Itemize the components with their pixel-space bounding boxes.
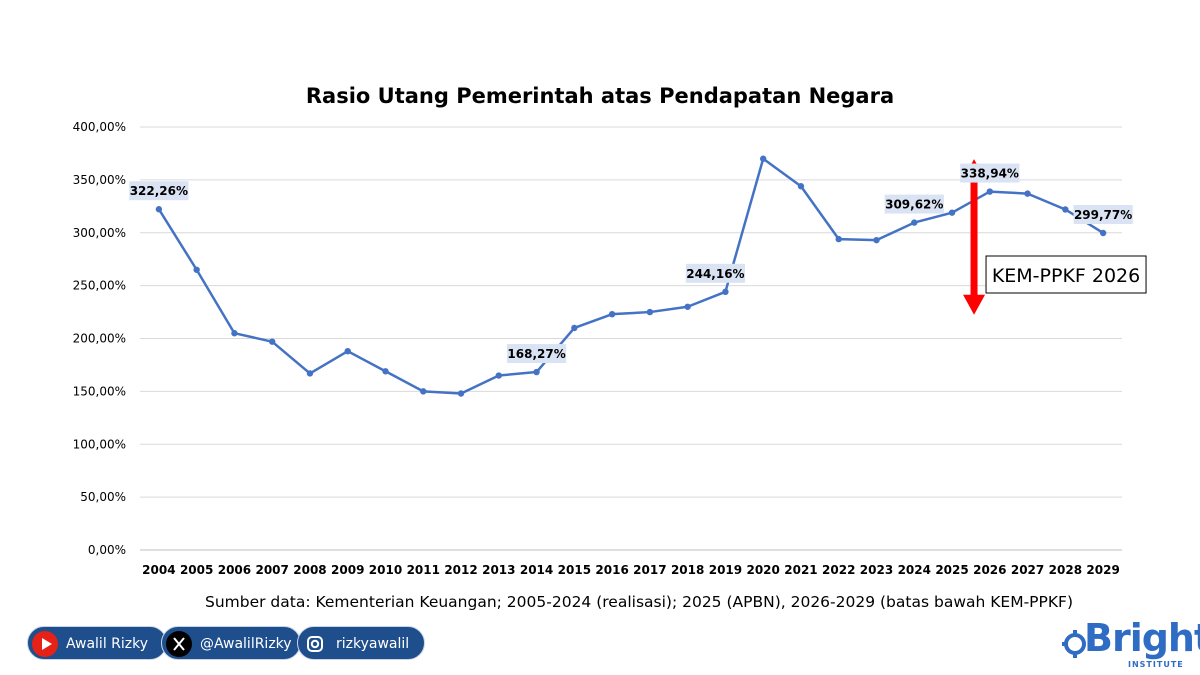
data-point bbox=[193, 266, 200, 273]
gear-icon bbox=[1062, 630, 1086, 658]
chart-title: Rasio Utang Pemerintah atas Pendapatan N… bbox=[305, 84, 895, 108]
data-label: 244,16% bbox=[686, 267, 744, 281]
x-tick-label: 2019 bbox=[709, 563, 742, 577]
annotation-label: KEM-PPKF 2026 bbox=[992, 265, 1140, 287]
x-tick-label: 2029 bbox=[1086, 563, 1119, 577]
y-tick-label: 300,00% bbox=[73, 226, 126, 240]
y-tick-label: 0,00% bbox=[88, 543, 126, 557]
data-point bbox=[344, 347, 351, 355]
data-point bbox=[948, 209, 956, 216]
data-point bbox=[495, 372, 503, 379]
data-point bbox=[382, 368, 389, 375]
x-tick-label: 2027 bbox=[1011, 563, 1044, 577]
data-point bbox=[1062, 206, 1069, 213]
x-link[interactable]: @AwalilRizky bbox=[161, 626, 301, 660]
data-point bbox=[155, 206, 163, 213]
x-tick-label: 2006 bbox=[218, 563, 251, 577]
data-point bbox=[797, 183, 805, 190]
data-point bbox=[457, 390, 465, 397]
data-point bbox=[835, 235, 842, 243]
data-point bbox=[268, 338, 276, 345]
annotation-box bbox=[985, 255, 1147, 294]
x-tick-label: 2025 bbox=[935, 563, 968, 577]
data-point bbox=[1099, 229, 1107, 237]
x-tick-label: 2007 bbox=[255, 563, 288, 577]
x-tick-label: 2020 bbox=[746, 563, 779, 577]
x-tick-label: 2023 bbox=[860, 563, 893, 577]
data-label: 338,94% bbox=[961, 167, 1019, 181]
x-tick-label: 2012 bbox=[444, 563, 477, 577]
x-tick-label: 2005 bbox=[180, 563, 213, 577]
x-tick-label: 2016 bbox=[595, 563, 628, 577]
x-tick-label: 2021 bbox=[784, 563, 817, 577]
x-tick-label: 2026 bbox=[973, 563, 1006, 577]
source-note: Sumber data: Kementerian Keuangan; 2005-… bbox=[205, 593, 1073, 611]
data-point bbox=[306, 370, 314, 377]
data-point bbox=[1024, 190, 1031, 197]
data-point bbox=[684, 303, 691, 310]
x-tick-label: 2008 bbox=[293, 563, 326, 577]
y-tick-label: 400,00% bbox=[73, 120, 126, 134]
x-tick-label: 2013 bbox=[482, 563, 515, 577]
y-tick-label: 50,00% bbox=[80, 490, 126, 504]
x-tick-label: 2011 bbox=[407, 563, 440, 577]
data-point bbox=[986, 188, 994, 195]
data-label-bg bbox=[129, 181, 189, 201]
data-label: 322,26% bbox=[130, 184, 188, 198]
x-tick-label: 2014 bbox=[520, 563, 553, 577]
x-tick-label: 2017 bbox=[633, 563, 666, 577]
x-tick-label: 2022 bbox=[822, 563, 855, 577]
annotation-arrow-head-down bbox=[963, 294, 986, 315]
data-point bbox=[911, 219, 918, 226]
data-point bbox=[231, 330, 238, 337]
y-tick-label: 200,00% bbox=[73, 332, 126, 346]
youtube-label: Awalil Rizky bbox=[66, 636, 149, 652]
data-label: 168,27% bbox=[507, 347, 565, 361]
bright-institute-logo: Bright INSTITUTE bbox=[1062, 616, 1200, 672]
data-point bbox=[608, 310, 616, 318]
data-label-bg bbox=[506, 344, 567, 364]
data-point bbox=[420, 388, 427, 395]
data-label-bg bbox=[884, 194, 944, 214]
series-line bbox=[157, 157, 1104, 395]
youtube-icon bbox=[32, 631, 58, 657]
data-point bbox=[571, 324, 578, 332]
y-tick-label: 350,00% bbox=[73, 173, 126, 187]
x-icon bbox=[166, 631, 192, 657]
y-tick-label: 250,00% bbox=[73, 279, 126, 293]
instagram-label: rizkyawalil bbox=[336, 636, 410, 652]
y-tick-label: 150,00% bbox=[73, 384, 126, 398]
x-tick-label: 2018 bbox=[671, 563, 704, 577]
instagram-link[interactable]: rizkyawalil bbox=[297, 626, 425, 660]
x-tick-label: 2004 bbox=[142, 563, 175, 577]
data-label: 299,77% bbox=[1074, 208, 1132, 222]
x-tick-label: 2015 bbox=[558, 563, 591, 577]
data-point bbox=[646, 308, 654, 316]
data-point bbox=[722, 288, 729, 296]
data-point bbox=[533, 368, 540, 376]
x-tick-label: 2028 bbox=[1049, 563, 1082, 577]
social-links: Awalil Rizky @AwalilRizky rizkyawalil bbox=[27, 626, 427, 660]
data-label-bg bbox=[960, 163, 1020, 183]
data-point bbox=[759, 155, 767, 162]
data-point bbox=[873, 236, 880, 244]
data-label: 309,62% bbox=[885, 198, 943, 212]
x-label: @AwalilRizky bbox=[200, 636, 292, 652]
x-tick-label: 2009 bbox=[331, 563, 364, 577]
brand-sub: INSTITUTE bbox=[1128, 660, 1184, 669]
data-label-bg bbox=[1073, 204, 1133, 224]
youtube-link[interactable]: Awalil Rizky bbox=[27, 626, 167, 660]
brand-name: Bright bbox=[1084, 616, 1200, 660]
y-tick-label: 100,00% bbox=[73, 437, 126, 451]
x-tick-label: 2024 bbox=[898, 563, 931, 577]
instagram-icon bbox=[302, 631, 328, 657]
x-tick-label: 2010 bbox=[369, 563, 402, 577]
data-label-bg bbox=[685, 263, 746, 283]
